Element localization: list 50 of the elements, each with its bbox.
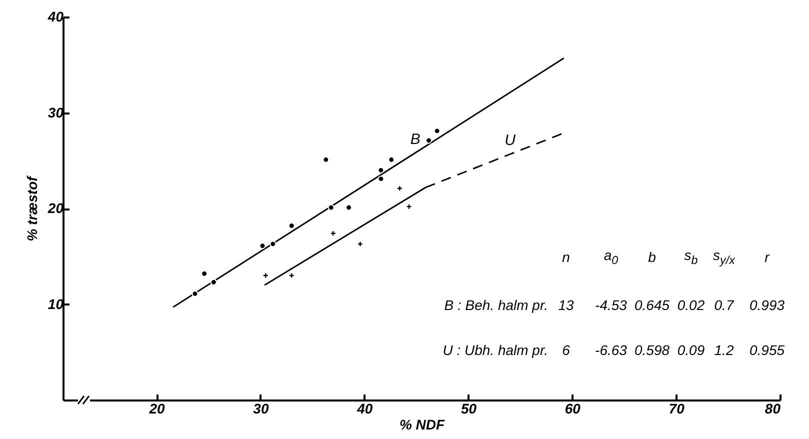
point <box>434 128 440 134</box>
point <box>426 137 432 144</box>
x-tick-label: 70 <box>668 400 685 416</box>
y-tick-label: 40 <box>46 8 64 24</box>
point <box>322 156 330 163</box>
annotation: 0.02 <box>677 297 705 313</box>
annotation: 0.598 <box>634 342 670 358</box>
x-tick-label: 80 <box>764 400 781 416</box>
annotation: 0.7 <box>714 297 734 313</box>
point <box>270 240 276 248</box>
point <box>328 204 334 211</box>
point <box>201 270 208 277</box>
point <box>356 240 364 248</box>
x-tick-label: 50 <box>460 400 477 416</box>
y-axis-title: % træstof <box>24 175 40 242</box>
point <box>259 242 266 250</box>
annotation: U : Ubh. halm pr. <box>442 342 548 358</box>
annotation: 6 <box>562 342 570 358</box>
point <box>210 278 217 286</box>
point <box>406 203 412 210</box>
annotation: b <box>648 249 656 265</box>
x-tick-label: 60 <box>564 400 581 416</box>
annotation: B : Beh. halm pr. <box>444 297 548 313</box>
annotation: 0.645 <box>634 297 670 313</box>
x-tick-label: 20 <box>148 400 166 416</box>
x-axis-title: % NDF <box>399 416 445 432</box>
point <box>388 156 395 163</box>
annotation: -6.63 <box>595 342 627 358</box>
annotation: a$_{0}$ <box>604 247 618 267</box>
point <box>192 290 198 297</box>
x-tick-label: 40 <box>356 400 373 416</box>
annotation: 0.993 <box>749 297 785 313</box>
annotation: s$_{b}$ <box>684 247 698 267</box>
annotation: 13 <box>558 297 574 313</box>
series-label: U <box>504 132 516 150</box>
annotation: s$_{y/x}$ <box>713 247 735 267</box>
annotation: 0.955 <box>749 342 785 358</box>
point <box>396 185 403 192</box>
annotation: 1.2 <box>714 342 734 358</box>
point <box>288 222 295 229</box>
annotation: 0.09 <box>677 342 705 358</box>
point <box>262 272 269 279</box>
point <box>346 204 352 211</box>
point <box>330 230 336 237</box>
annotation: r <box>764 249 770 265</box>
series-label: B <box>410 130 420 148</box>
point <box>288 272 295 279</box>
x-tick-label: 30 <box>253 400 269 416</box>
annotation: -4.53 <box>595 297 627 313</box>
annotation: n <box>562 249 570 265</box>
